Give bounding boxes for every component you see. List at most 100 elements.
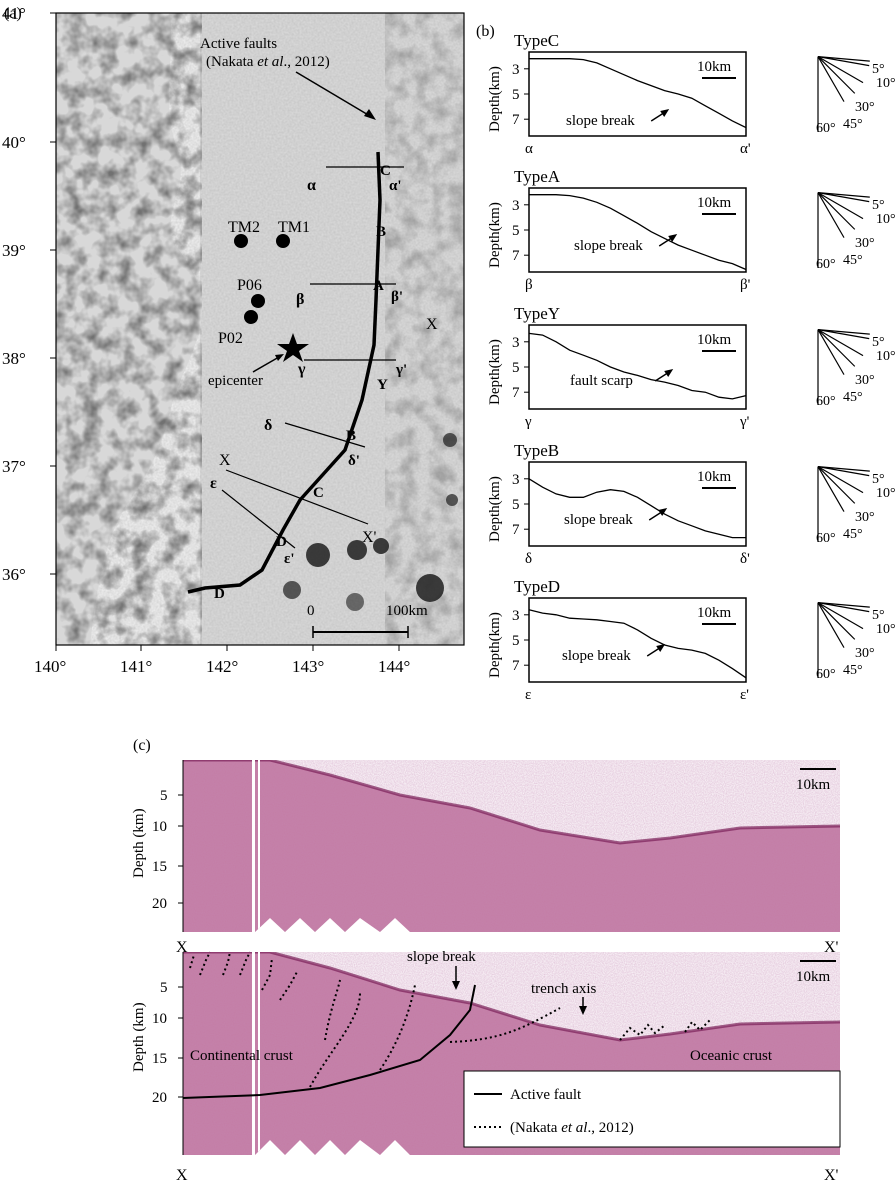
stations: TM2 TM1 P06 P02 xyxy=(218,219,310,347)
svg-text:δ: δ xyxy=(264,417,272,434)
angle-label: 5° xyxy=(872,608,885,623)
angle-label: 10° xyxy=(876,349,896,364)
lon-tick: 144° xyxy=(378,657,410,676)
profile-annotation: slope break xyxy=(566,113,635,129)
svg-text:(Nakata et al., 2012): (Nakata et al., 2012) xyxy=(510,1120,634,1136)
lat-tick: 38° xyxy=(2,349,26,368)
seismic-section-upper: 5 10 15 20 Depth (km) 10km X X' xyxy=(131,760,840,956)
angle-label: 45° xyxy=(843,527,863,542)
svg-text:X: X xyxy=(176,939,188,956)
profile-scale-label: 10km xyxy=(697,59,732,75)
svg-text:C: C xyxy=(380,163,391,179)
seismic-section-interpreted: 5 10 15 20 Depth (km) slope break trench… xyxy=(131,949,841,1184)
profile-start: δ xyxy=(525,551,532,567)
depth-axis-label: Depth(km) xyxy=(487,476,503,542)
svg-text:Active fault: Active fault xyxy=(510,1087,582,1103)
profile-typey: TypeY 3 5 7 Depth(km) 10km fault scarp γ γ' 5°10°… xyxy=(487,304,896,430)
longitude-axis: 140° 141° 142° 143° 144° xyxy=(34,645,410,676)
angle-label: 45° xyxy=(843,663,863,678)
angle-label: 45° xyxy=(843,117,863,132)
profile-end: δ' xyxy=(740,551,750,567)
x-prime-label: X' xyxy=(362,529,377,546)
lon-tick: 142° xyxy=(206,657,238,676)
angle-label: 45° xyxy=(843,390,863,405)
depth-axis-label: Depth(km) xyxy=(487,202,503,268)
angle-label: 30° xyxy=(855,373,875,388)
active-faults-label: Active faults xyxy=(200,36,277,52)
bathymetry-profile-line xyxy=(528,332,747,400)
svg-text:X: X xyxy=(176,1167,188,1184)
svg-text:B: B xyxy=(346,428,356,444)
svg-text:D: D xyxy=(214,586,225,602)
profile-title: TypeB xyxy=(514,441,559,460)
angle-label: 30° xyxy=(855,236,875,251)
angle-label: 60° xyxy=(816,257,836,272)
angle-label: 5° xyxy=(872,335,885,350)
profile-annotation: slope break xyxy=(562,648,631,664)
svg-text:β: β xyxy=(296,291,304,308)
depth-axis-label: Depth (km) xyxy=(131,1002,147,1072)
depth-tick: 3 xyxy=(512,608,520,624)
svg-text:ε: ε xyxy=(210,475,217,492)
station-label: P02 xyxy=(218,330,243,347)
depth-tick: 5 xyxy=(512,633,520,649)
profile-title: TypeA xyxy=(514,167,561,186)
svg-text:10km: 10km xyxy=(796,969,831,985)
profile-start: ε xyxy=(525,687,531,703)
depth-axis-label: Depth(km) xyxy=(487,612,503,678)
svg-text:B: B xyxy=(376,224,386,240)
svg-text:15: 15 xyxy=(152,859,167,875)
svg-text:A: A xyxy=(373,278,384,294)
active-faults-citation: (Nakata et al., 2012) xyxy=(206,54,330,70)
svg-text:100km: 100km xyxy=(386,603,428,619)
profile-scale-label: 10km xyxy=(697,332,732,348)
profile-end: γ' xyxy=(739,414,750,430)
profile-end: α' xyxy=(740,141,751,157)
depth-tick: 7 xyxy=(512,112,520,128)
profile-start: β xyxy=(525,277,533,293)
depth-tick: 7 xyxy=(512,385,520,401)
svg-text:α': α' xyxy=(389,178,402,194)
profile-typea: TypeA 3 5 7 Depth(km) 10km slope break β β' 5°10°… xyxy=(487,167,896,293)
lat-tick: 40° xyxy=(2,133,26,152)
depth-tick: 3 xyxy=(512,198,520,214)
svg-text:X': X' xyxy=(824,1167,839,1184)
profile-start: γ xyxy=(524,414,532,430)
latitude-axis: 41° 40° 39° 38° 37° 36° xyxy=(2,4,56,584)
profile-typed: TypeD 3 5 7 Depth(km) 10km slope break ε ε' 5°10°… xyxy=(487,577,896,703)
active-fault-trace xyxy=(182,984,476,1099)
fault-type-letters: C B A Y B C D D xyxy=(214,163,391,602)
epicenter-star-icon xyxy=(277,333,309,362)
angle-label: 10° xyxy=(876,212,896,227)
svg-text:10: 10 xyxy=(152,1011,167,1027)
lon-tick: 141° xyxy=(120,657,152,676)
profile-title: TypeC xyxy=(514,31,559,50)
x-label: X xyxy=(219,452,231,469)
legend: Active fault (Nakata et al., 2012) xyxy=(463,1070,841,1148)
angle-label: 10° xyxy=(876,622,896,637)
angle-label: 5° xyxy=(872,472,885,487)
lat-tick: 36° xyxy=(2,565,26,584)
svg-text:0: 0 xyxy=(307,603,315,619)
profile-scale-label: 10km xyxy=(697,469,732,485)
panel-c-label: (c) xyxy=(133,737,151,754)
profile-title: TypeD xyxy=(514,577,560,596)
bathymetry-profile-line xyxy=(529,58,747,129)
depth-tick: 7 xyxy=(512,522,520,538)
map-panel: 41° 40° 39° 38° 37° 36° 140° 141° 142° 1… xyxy=(2,4,465,676)
svg-text:5: 5 xyxy=(160,788,168,804)
angle-label: 5° xyxy=(872,198,885,213)
panel-b-label: (b) xyxy=(476,23,495,40)
profile-end: β' xyxy=(740,277,751,293)
angle-label: 30° xyxy=(855,100,875,115)
angle-label: 60° xyxy=(816,531,836,546)
depth-tick: 3 xyxy=(512,62,520,78)
lon-tick: 140° xyxy=(34,657,66,676)
station-label: TM1 xyxy=(278,219,310,236)
depth-tick: 5 xyxy=(512,87,520,103)
angle-label: 5° xyxy=(872,62,885,77)
lat-tick: 39° xyxy=(2,241,26,260)
station-label: P06 xyxy=(237,277,262,294)
